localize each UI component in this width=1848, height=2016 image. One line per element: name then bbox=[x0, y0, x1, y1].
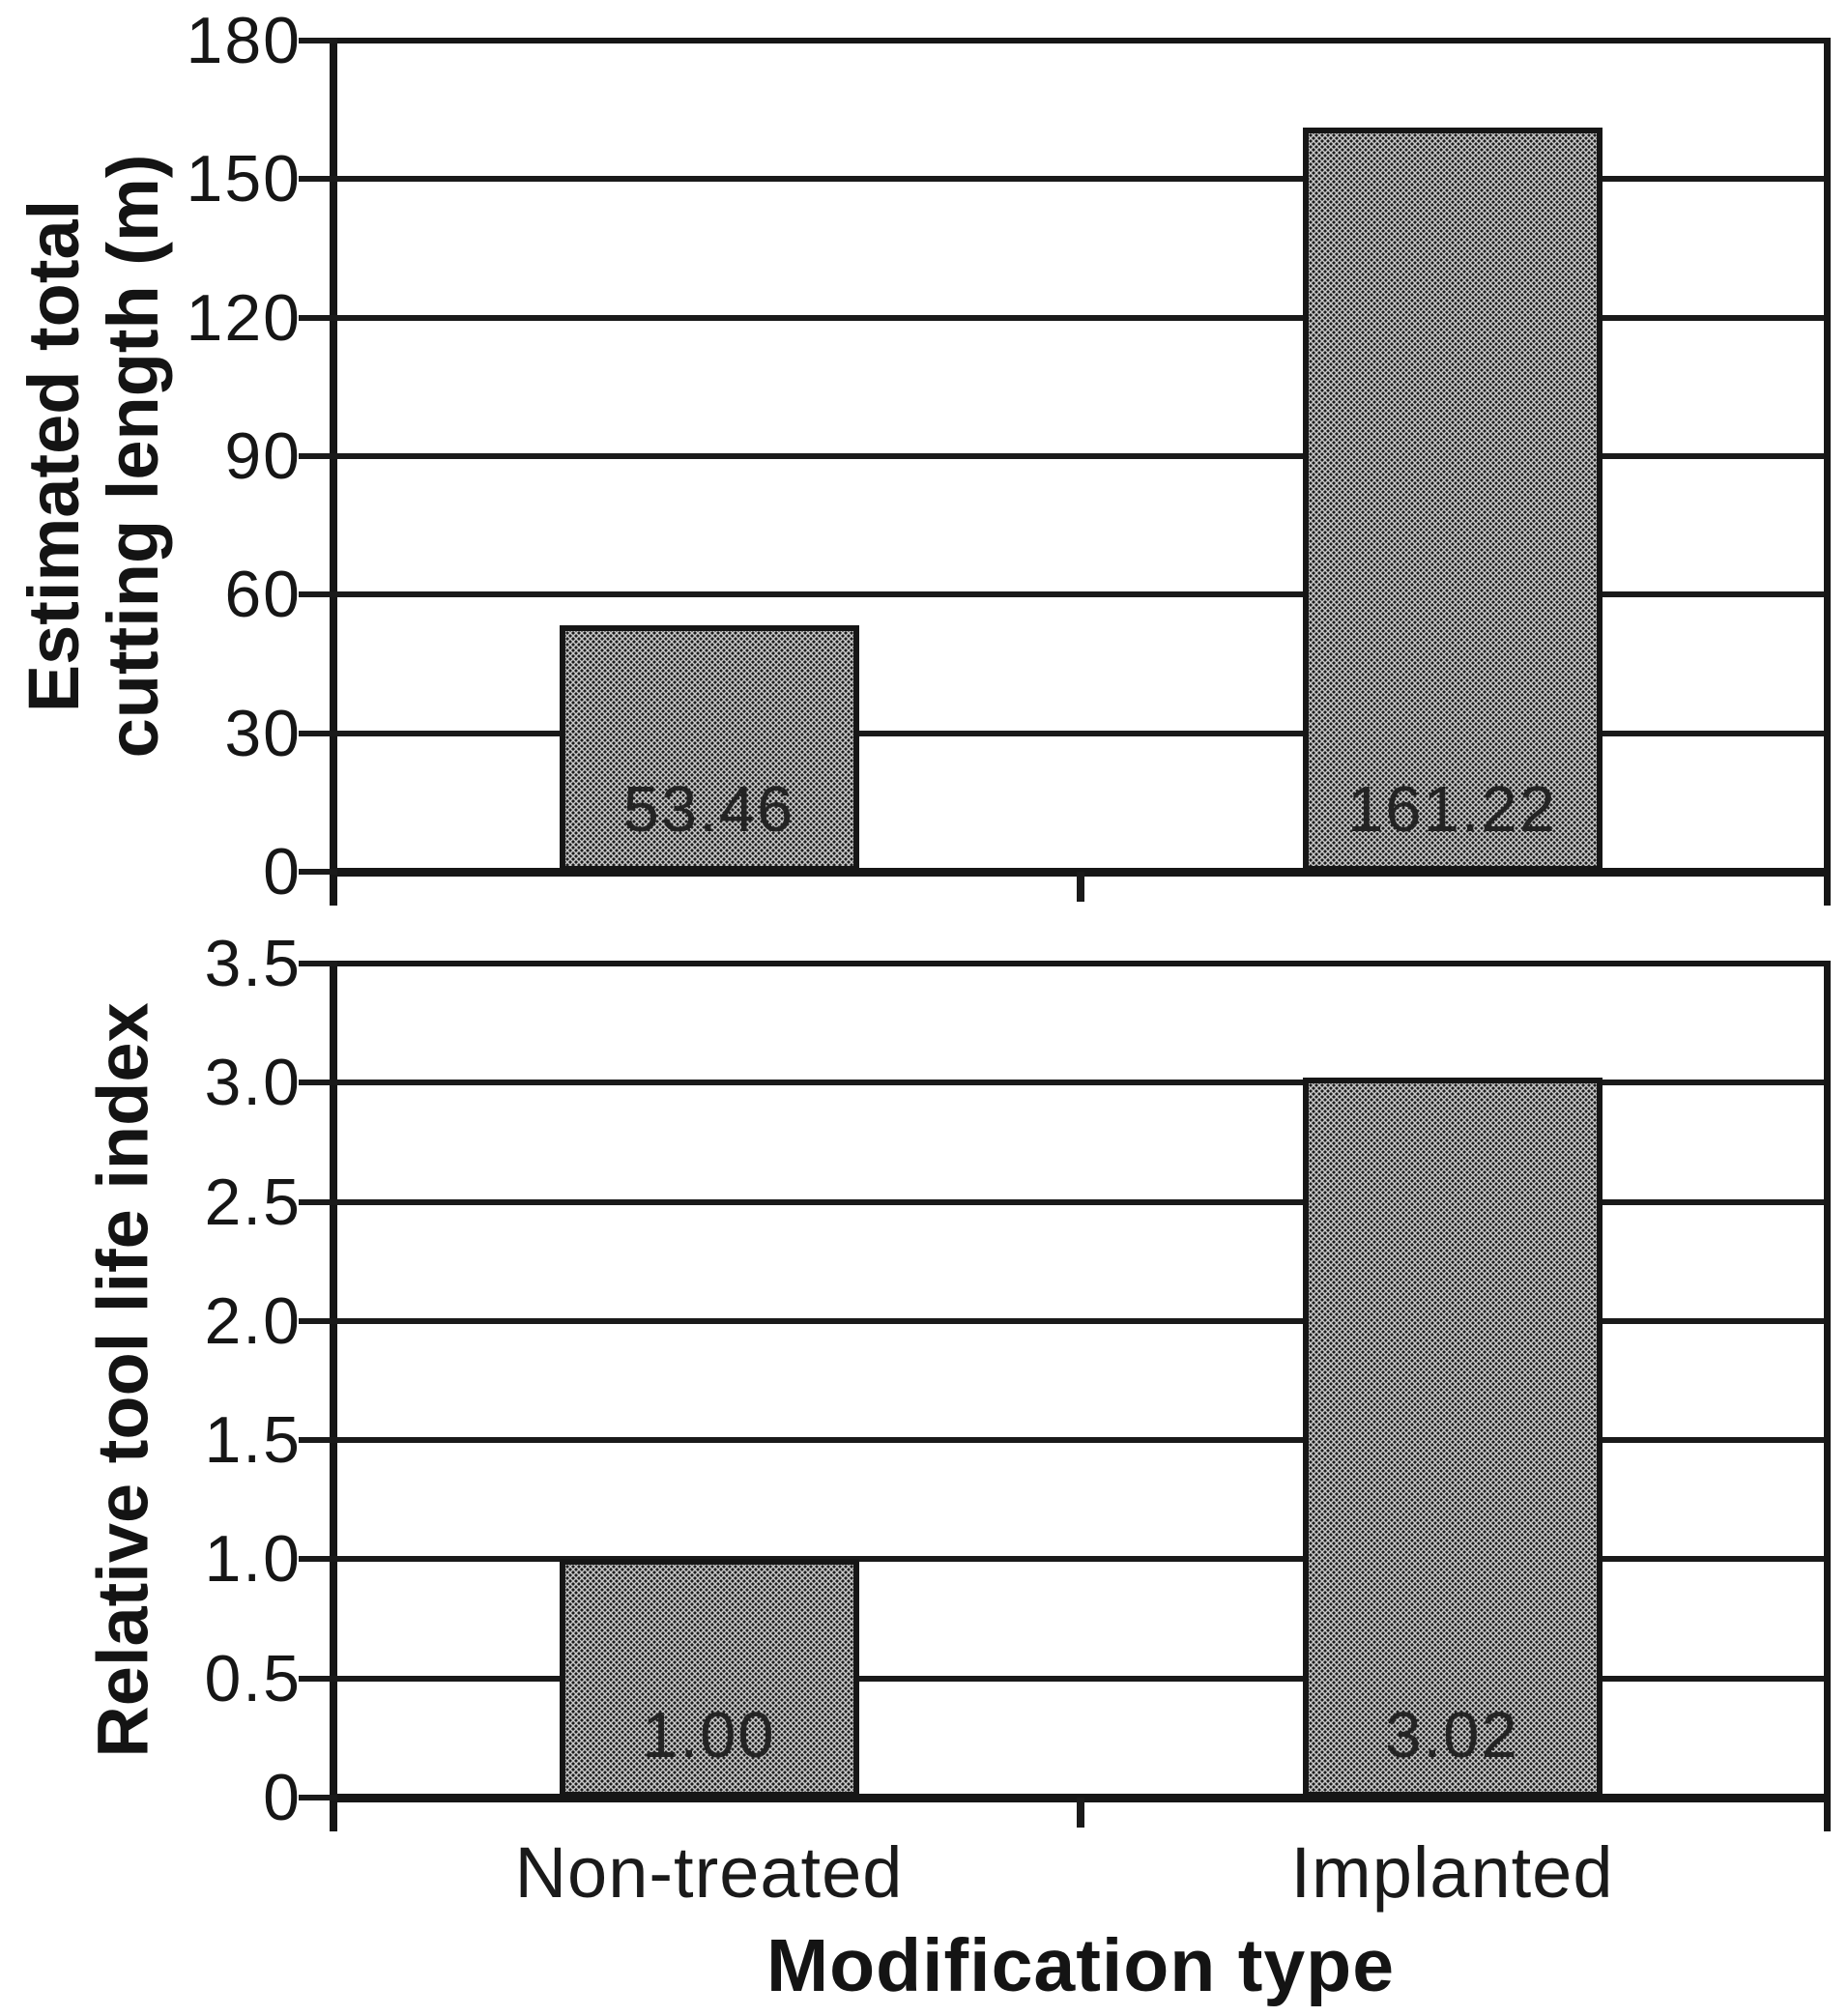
y-tick-label: 90 bbox=[224, 419, 302, 493]
y-axis-tick bbox=[299, 1556, 337, 1563]
y-axis-tick bbox=[299, 591, 337, 598]
x-axis-mid-tick bbox=[1077, 872, 1084, 902]
y-tick-label: 0 bbox=[263, 1761, 302, 1834]
y-axis-tick bbox=[299, 1795, 337, 1800]
gridline bbox=[337, 1317, 1824, 1324]
y-tick-label: 180 bbox=[186, 4, 302, 77]
bar-implanted: 3.02 bbox=[1302, 1078, 1603, 1798]
bar-implanted: 161.22 bbox=[1302, 128, 1603, 872]
y-axis-tick bbox=[299, 1675, 337, 1682]
y-axis-tick bbox=[299, 176, 337, 183]
category-label-non-treated: Non-treated bbox=[514, 1832, 904, 1913]
x-axis-title: Modification type bbox=[765, 1924, 1396, 2007]
y-tick-label: 1.5 bbox=[204, 1403, 302, 1478]
gridline bbox=[337, 453, 1824, 459]
y-axis-title-top: Estimated total cutting length (m) bbox=[14, 41, 173, 872]
plot-area: 1.00 3.02 bbox=[299, 961, 1831, 1831]
y-tick-label: 3.0 bbox=[204, 1046, 302, 1120]
y-axis-title-bottom: Relative tool life index bbox=[82, 1002, 163, 1758]
y-tick-label: 1.0 bbox=[204, 1522, 302, 1597]
gridline bbox=[337, 1556, 1824, 1563]
x-axis-mid-tick bbox=[1077, 1798, 1084, 1828]
y-tick-label: 0 bbox=[263, 835, 302, 908]
gridline bbox=[337, 314, 1824, 321]
y-axis-tick bbox=[299, 869, 337, 875]
gridline bbox=[337, 730, 1824, 736]
y-tick-label: 120 bbox=[186, 280, 302, 355]
y-axis-line bbox=[330, 961, 337, 1831]
y-axis-tick bbox=[299, 1080, 337, 1086]
y-tick-label: 30 bbox=[224, 696, 302, 770]
y-axis-tick bbox=[299, 961, 337, 966]
y-axis-tick bbox=[299, 1198, 337, 1205]
plot-right-border bbox=[1824, 961, 1831, 1831]
plot-top-border bbox=[337, 38, 1824, 43]
gridline bbox=[337, 1198, 1824, 1205]
bar-non-treated: 53.46 bbox=[559, 625, 859, 872]
gridline bbox=[337, 1437, 1824, 1444]
y-axis-title-top-line1: Estimated total bbox=[14, 199, 94, 713]
plot-area: 53.46 161.22 bbox=[299, 38, 1831, 906]
bar-non-treated: 1.00 bbox=[559, 1559, 859, 1798]
y-tick-label: 3.5 bbox=[204, 927, 302, 1000]
bar-value-label: 53.46 bbox=[622, 773, 795, 846]
y-axis-tick bbox=[299, 38, 337, 43]
y-axis-line bbox=[330, 38, 337, 906]
y-axis-tick bbox=[299, 1317, 337, 1324]
y-tick-label: 0.5 bbox=[204, 1641, 302, 1715]
gridline bbox=[337, 591, 1824, 598]
y-tick-label: 150 bbox=[186, 142, 302, 216]
y-axis-tick bbox=[299, 1437, 337, 1444]
y-axis-tick bbox=[299, 314, 337, 321]
category-label-implanted: Implanted bbox=[1290, 1832, 1614, 1913]
plot-top-border bbox=[337, 961, 1824, 966]
bar-value-label: 3.02 bbox=[1385, 1699, 1519, 1771]
y-tick-label: 60 bbox=[224, 558, 302, 632]
y-tick-label: 2.0 bbox=[204, 1283, 302, 1358]
y-axis-tick bbox=[299, 730, 337, 736]
bar-value-label: 1.00 bbox=[642, 1699, 776, 1771]
gridline bbox=[337, 176, 1824, 183]
bar-value-label: 161.22 bbox=[1347, 773, 1557, 846]
y-tick-label: 2.5 bbox=[204, 1165, 302, 1239]
y-axis-tick bbox=[299, 453, 337, 459]
y-axis-title-top-line2: cutting length (m) bbox=[93, 154, 173, 759]
plot-right-border bbox=[1824, 38, 1831, 906]
gridline bbox=[337, 1080, 1824, 1086]
gridline bbox=[337, 1675, 1824, 1682]
